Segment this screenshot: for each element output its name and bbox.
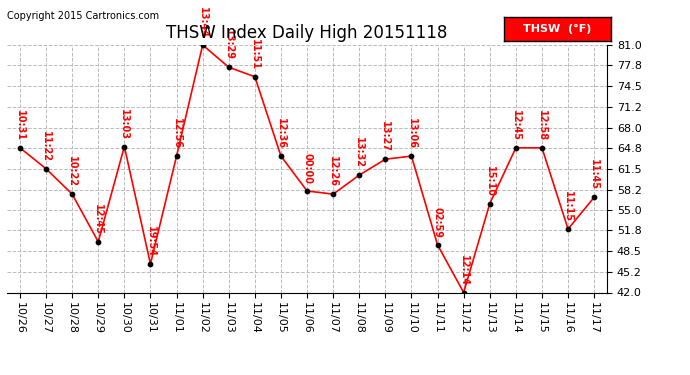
Point — [406, 153, 417, 159]
Point — [67, 191, 78, 197]
Text: 12:58: 12:58 — [537, 110, 547, 141]
Text: THSW  (°F): THSW (°F) — [523, 24, 591, 34]
Text: 12:56: 12:56 — [172, 118, 181, 149]
Title: THSW Index Daily High 20151118: THSW Index Daily High 20151118 — [166, 24, 448, 42]
Text: 00:00: 00:00 — [302, 153, 312, 184]
Point — [380, 156, 391, 162]
Text: 12:14: 12:14 — [459, 255, 469, 285]
Point — [458, 290, 469, 296]
Point — [249, 74, 260, 80]
Point — [275, 153, 286, 159]
Text: 12:45: 12:45 — [511, 110, 521, 141]
Text: 13:32: 13:32 — [354, 137, 364, 168]
Text: 13:44: 13:44 — [197, 7, 208, 38]
Text: 11:51: 11:51 — [250, 39, 260, 70]
Point — [432, 242, 443, 248]
Point — [119, 144, 130, 150]
Text: 10:22: 10:22 — [67, 156, 77, 187]
Point — [41, 166, 52, 172]
Text: 13:27: 13:27 — [380, 121, 391, 152]
Point — [536, 145, 547, 151]
Point — [302, 188, 313, 194]
Text: 12:45: 12:45 — [93, 204, 104, 235]
Text: 13:29: 13:29 — [224, 29, 234, 60]
Point — [589, 194, 600, 200]
Text: 13:03: 13:03 — [119, 109, 129, 140]
Point — [328, 191, 339, 197]
Point — [197, 42, 208, 48]
Point — [14, 145, 26, 151]
Point — [171, 153, 182, 159]
Text: 15:10: 15:10 — [485, 166, 495, 197]
Text: 11:45: 11:45 — [589, 159, 599, 190]
Text: 12:36: 12:36 — [276, 118, 286, 149]
Text: 12:26: 12:26 — [328, 156, 338, 187]
Text: 13:06: 13:06 — [406, 118, 417, 149]
Text: 11:22: 11:22 — [41, 131, 51, 162]
Text: 19:54: 19:54 — [146, 226, 155, 257]
Point — [92, 239, 104, 245]
Point — [354, 172, 365, 178]
Text: 02:59: 02:59 — [433, 207, 442, 238]
Point — [562, 226, 573, 232]
Point — [224, 64, 235, 70]
Point — [145, 261, 156, 267]
Point — [511, 145, 522, 151]
Point — [484, 201, 495, 207]
Text: 10:31: 10:31 — [15, 110, 25, 141]
Text: Copyright 2015 Cartronics.com: Copyright 2015 Cartronics.com — [7, 11, 159, 21]
Text: 11:15: 11:15 — [563, 191, 573, 222]
